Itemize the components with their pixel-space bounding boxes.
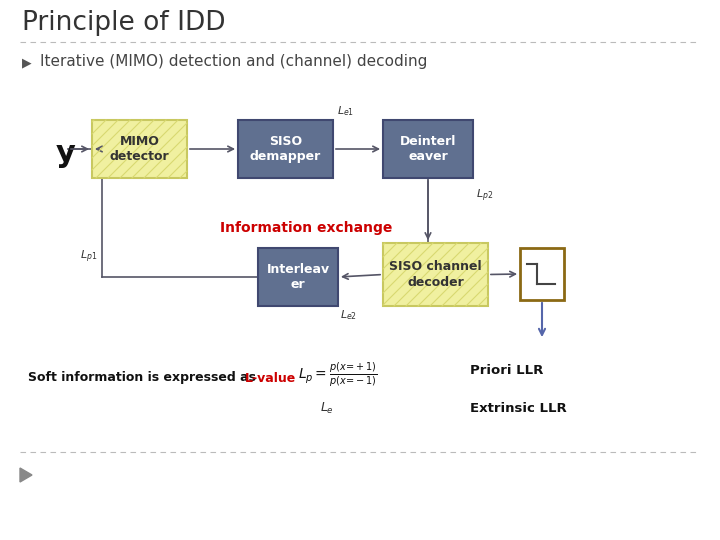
FancyBboxPatch shape [383,243,488,306]
Text: Principle of IDD: Principle of IDD [22,10,225,36]
Text: Deinterl
eaver: Deinterl eaver [400,135,456,163]
Polygon shape [20,468,32,482]
Text: SISO channel
decoder: SISO channel decoder [390,260,482,288]
Text: L-value: L-value [245,372,296,384]
FancyBboxPatch shape [238,120,333,178]
Text: ▶: ▶ [22,56,32,69]
Text: $L_e$: $L_e$ [320,401,334,416]
Text: Information exchange: Information exchange [220,221,392,235]
Text: $L_{e1}$: $L_{e1}$ [337,104,354,118]
Text: $L_{e2}$: $L_{e2}$ [340,308,357,322]
Text: $L_p = \frac{p(x\!=\!+1)}{p(x\!=\!-1)}$: $L_p = \frac{p(x\!=\!+1)}{p(x\!=\!-1)}$ [298,361,378,389]
Text: $L_{p1}$: $L_{p1}$ [80,249,97,265]
FancyBboxPatch shape [383,120,473,178]
Text: $L_{p2}$: $L_{p2}$ [476,188,493,204]
Text: Interleav
er: Interleav er [266,263,330,291]
Text: Extrinsic LLR: Extrinsic LLR [470,402,567,415]
Text: SISO
demapper: SISO demapper [250,135,321,163]
Text: $\mathbf{y}$: $\mathbf{y}$ [55,140,76,170]
Text: MIMO
detector: MIMO detector [109,135,169,163]
Text: Soft information is expressed as: Soft information is expressed as [28,372,261,384]
Text: Priori LLR: Priori LLR [470,363,544,376]
Text: Iterative (MIMO) detection and (channel) decoding: Iterative (MIMO) detection and (channel)… [40,54,428,69]
FancyBboxPatch shape [258,248,338,306]
FancyBboxPatch shape [92,120,187,178]
FancyBboxPatch shape [520,248,564,300]
